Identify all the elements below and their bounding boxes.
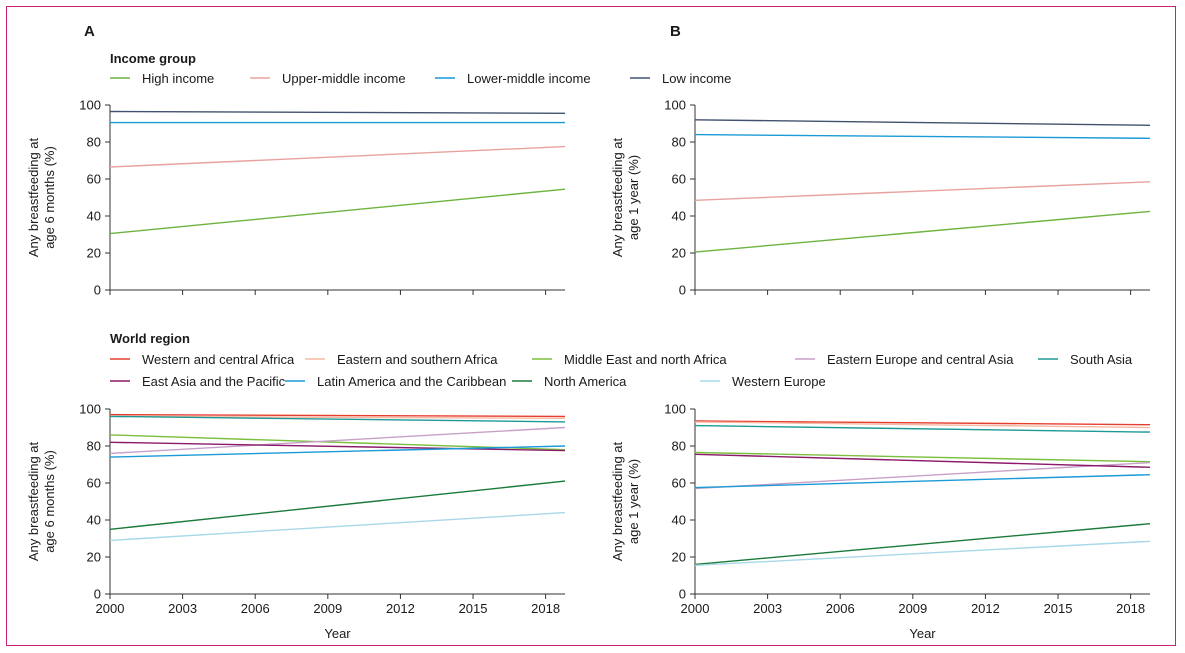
y-tick-label: 20 (672, 246, 686, 261)
panel-label-a: A (84, 23, 95, 40)
series-line-latin-america-and-the-caribbean (109, 445, 566, 458)
legend-label-western-and-central-africa: Western and central Africa (142, 352, 295, 367)
x-tick-label: 2015 (1044, 601, 1073, 616)
panel-label-b: B (670, 23, 681, 40)
x-axis-label: Year (324, 626, 351, 641)
legend-label-upper-middle-income: Upper-middle income (282, 71, 406, 86)
y-tick-label: 60 (87, 172, 101, 187)
y-tick-label: 40 (672, 513, 686, 528)
series-line-upper-middle-income (694, 181, 1151, 201)
legend-label-north-america: North America (544, 374, 627, 389)
y-tick-label: 80 (87, 135, 101, 150)
legend-label-east-asia-and-the-pacific: East Asia and the Pacific (142, 374, 286, 389)
y-axis-label: Any breastfeeding atage 1 year (%) (610, 137, 641, 257)
x-tick-label: 2009 (898, 601, 927, 616)
y-tick-label: 0 (94, 587, 101, 602)
series-line-low-income (694, 119, 1151, 126)
y-tick-label: 0 (679, 283, 686, 298)
y-tick-label: 20 (87, 246, 101, 261)
series-line-low-income (109, 110, 566, 114)
series-line-latin-america-and-the-caribbean (694, 474, 1151, 489)
charts: 0 20 40 60 80 100 Any breastfeeding atage 6 mo… (26, 98, 1151, 641)
x-tick-label: 2000 (96, 601, 125, 616)
series-line-eastern-europe-and-central-asia (109, 426, 566, 455)
y-axis-label: Any breastfeeding atage 6 months (%) (26, 441, 57, 561)
series-line-north-america (694, 523, 1151, 566)
y-tick-label: 0 (94, 283, 101, 298)
y-tick-label: 100 (79, 402, 101, 417)
series-line-western-and-central-africa (694, 420, 1151, 426)
series-line-east-asia-and-the-pacific (109, 441, 566, 452)
y-tick-label: 100 (664, 402, 686, 417)
series-line-middle-east-and-north-africa (694, 451, 1151, 463)
legend-label-eastern-and-southern-africa: Eastern and southern Africa (337, 352, 498, 367)
y-tick-label: 80 (672, 439, 686, 454)
series-line-east-asia-and-the-pacific (694, 453, 1151, 468)
x-tick-label: 2003 (753, 601, 782, 616)
series-line-south-asia (694, 424, 1151, 433)
series-line-western-and-central-africa (109, 413, 566, 418)
chart-b-region: 0 20 40 60 80 100 2000 2003 2006 2009 2012 2015 2018… (610, 402, 1151, 641)
x-tick-label: 2000 (681, 601, 710, 616)
y-tick-label: 40 (87, 513, 101, 528)
y-tick-label: 100 (79, 98, 101, 113)
y-tick-label: 80 (87, 439, 101, 454)
legend-label-lower-middle-income: Lower-middle income (467, 71, 591, 86)
x-tick-label: 2003 (168, 601, 197, 616)
y-tick-label: 20 (87, 550, 101, 565)
legend-label-western-europe: Western Europe (732, 374, 826, 389)
figure-frame (6, 6, 1176, 646)
x-tick-label: 2018 (1116, 601, 1145, 616)
y-tick-label: 100 (664, 98, 686, 113)
x-tick-label: 2012 (971, 601, 1000, 616)
income-group-heading: Income group (110, 51, 196, 66)
x-tick-label: 2018 (531, 601, 560, 616)
y-tick-label: 60 (87, 476, 101, 491)
legends: High income Upper-middle income Lower-midd… (110, 71, 1133, 389)
x-tick-label: 2009 (313, 601, 342, 616)
series-line-eastern-europe-and-central-asia (694, 461, 1151, 490)
legend-label-south-asia: South Asia (1070, 352, 1133, 367)
x-tick-label: 2006 (241, 601, 270, 616)
legend-label-low-income: Low income (662, 71, 731, 86)
series-line-high-income (694, 210, 1151, 253)
x-axis-label: Year (909, 626, 936, 641)
legend-label-high-income: High income (142, 71, 214, 86)
chart-a-region: 0 20 40 60 80 100 2000 2003 2006 2009 2012 2015 2018… (26, 402, 566, 641)
chart-a-income: 0 20 40 60 80 100 Any breastfeeding atage 6 mo… (26, 98, 566, 298)
legend-label-eastern-europe-and-central-asia: Eastern Europe and central Asia (827, 352, 1014, 367)
y-tick-label: 40 (87, 209, 101, 224)
series-line-high-income (109, 188, 566, 235)
series-line-western-europe (694, 540, 1151, 566)
y-tick-label: 20 (672, 550, 686, 565)
x-tick-label: 2015 (459, 601, 488, 616)
series-line-north-america (109, 480, 566, 530)
y-tick-label: 0 (679, 587, 686, 602)
x-tick-label: 2006 (826, 601, 855, 616)
series-line-lower-middle-income (694, 133, 1151, 139)
legend-label-middle-east-and-north-africa: Middle East and north Africa (564, 352, 727, 367)
series-line-upper-middle-income (109, 145, 566, 168)
y-tick-label: 60 (672, 172, 686, 187)
series-line-eastern-and-southern-africa (694, 421, 1151, 429)
y-tick-label: 80 (672, 135, 686, 150)
y-axis-label: Any breastfeeding atage 1 year (%) (610, 441, 641, 561)
y-tick-label: 60 (672, 476, 686, 491)
chart-b-income: 0 20 40 60 80 100 Any breastfeeding atage 1 ye… (610, 98, 1151, 298)
y-tick-label: 40 (672, 209, 686, 224)
x-tick-label: 2012 (386, 601, 415, 616)
world-region-heading: World region (110, 331, 190, 346)
series-line-western-europe (109, 511, 566, 542)
y-axis-label: Any breastfeeding atage 6 months (%) (26, 137, 57, 257)
series-line-south-asia (109, 415, 566, 423)
legend-label-latin-america-and-the-caribbean: Latin America and the Caribbean (317, 374, 506, 389)
